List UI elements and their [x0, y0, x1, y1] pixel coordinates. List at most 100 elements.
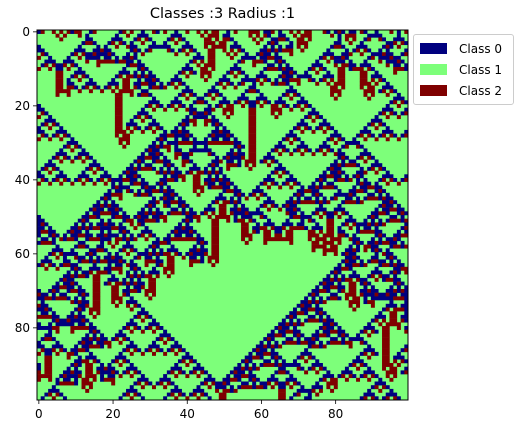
heatmap-cell-run — [148, 277, 156, 282]
heatmap-cell-run — [274, 148, 279, 153]
heatmap-cell-run — [40, 263, 45, 268]
heatmap-cell-run — [140, 229, 153, 234]
heatmap-cell-run — [304, 115, 309, 120]
heatmap-cell-run — [370, 296, 394, 301]
heatmap-cell-run — [393, 374, 398, 379]
heatmap-cell-run — [296, 388, 312, 393]
heatmap-cell-run — [77, 340, 82, 345]
heatmap-cell-run — [207, 133, 212, 138]
heatmap-cell-run — [233, 203, 238, 208]
heatmap-cell-run — [326, 174, 335, 179]
heatmap-cell-run — [389, 30, 394, 34]
heatmap-cell-run — [215, 122, 220, 127]
heatmap-cell-run — [367, 196, 379, 201]
heatmap-cell-run — [348, 337, 364, 342]
heatmap-cell-run — [285, 370, 290, 375]
heatmap-cell-run — [200, 74, 205, 79]
heatmap-cell-run — [363, 340, 368, 345]
heatmap-cell-run — [389, 133, 394, 138]
heatmap-cell-run — [118, 329, 123, 334]
heatmap-cell-run — [207, 170, 212, 175]
heatmap-cell-run — [400, 314, 409, 319]
heatmap-cell-run — [248, 366, 253, 371]
heatmap-cell-run — [92, 314, 97, 319]
heatmap-cell-run — [181, 359, 186, 364]
heatmap-cell-run — [185, 233, 194, 238]
heatmap-cell-run — [259, 226, 268, 231]
heatmap-cell-run — [111, 285, 119, 290]
heatmap-cell-run — [111, 292, 119, 297]
heatmap-cell-run — [196, 374, 201, 379]
heatmap-cell-run — [203, 370, 208, 375]
heatmap-cell-run — [74, 237, 79, 242]
heatmap-cell-run — [226, 152, 234, 157]
heatmap-cell-run — [241, 55, 257, 60]
heatmap-cell-run — [207, 104, 212, 108]
heatmap-cell-run — [51, 240, 56, 245]
heatmap-cell-run — [348, 289, 357, 293]
heatmap-cell-run — [348, 374, 353, 379]
heatmap-cell-run — [185, 85, 190, 90]
heatmap-cell-run — [111, 181, 116, 186]
heatmap-cell-run — [363, 48, 368, 53]
heatmap-cell-run — [152, 385, 156, 390]
heatmap-cell-run — [133, 285, 142, 290]
heatmap-cell-run — [211, 122, 216, 127]
heatmap-cell-run — [114, 281, 123, 286]
heatmap-cell-run — [248, 137, 257, 142]
heatmap-cell-run — [126, 174, 134, 179]
heatmap-cell-run — [274, 355, 279, 360]
heatmap-cell-run — [326, 318, 335, 323]
heatmap-cell-run — [96, 311, 101, 316]
heatmap-cell-run — [211, 133, 216, 138]
heatmap-cell-run — [88, 30, 93, 34]
heatmap-cell-run — [152, 215, 160, 219]
heatmap-cell-run — [374, 226, 379, 231]
heatmap-cell-run — [374, 215, 379, 219]
heatmap-cell-run — [382, 307, 386, 312]
heatmap-cell-run — [359, 259, 364, 264]
heatmap-cell-run — [248, 374, 257, 379]
heatmap-cell-run — [70, 311, 75, 316]
heatmap-cell-run — [207, 396, 212, 401]
heatmap-cell-run — [118, 222, 123, 227]
heatmap-cell-run — [259, 55, 268, 60]
heatmap-cell-run — [311, 67, 316, 71]
heatmap-cell-run — [233, 215, 238, 219]
heatmap-cell-run — [55, 152, 67, 157]
heatmap-cell-run — [207, 55, 216, 60]
heatmap-cell-run — [159, 189, 164, 194]
heatmap-cell-run — [44, 166, 49, 171]
heatmap-cell-run — [85, 244, 90, 249]
heatmap-cell-run — [363, 348, 375, 353]
heatmap-cell-run — [196, 30, 201, 34]
heatmap-cell-run — [241, 226, 249, 231]
heatmap-cell-run — [274, 59, 279, 64]
heatmap-cell-run — [144, 115, 149, 120]
heatmap-cell-run — [248, 141, 257, 145]
heatmap-cell-run — [111, 203, 119, 208]
heatmap-cell-run — [326, 218, 335, 223]
heatmap-cell-run — [374, 318, 379, 323]
heatmap-cell-run — [148, 314, 153, 319]
heatmap-cell-run — [404, 270, 409, 275]
heatmap-cell-run — [92, 41, 97, 46]
heatmap-cell-run — [252, 363, 257, 367]
heatmap-cell-run — [144, 289, 156, 293]
heatmap-cell-run — [114, 55, 119, 60]
heatmap-cell-run — [348, 192, 353, 197]
heatmap-cell-run — [267, 218, 271, 223]
heatmap-cell-run — [281, 137, 286, 142]
heatmap-cell-run — [126, 281, 130, 286]
heatmap-cell-run — [322, 170, 327, 175]
heatmap-cell-run — [133, 37, 138, 42]
heatmap-cell-run — [389, 366, 398, 371]
heatmap-cell-run — [378, 211, 386, 216]
heatmap-cell-run — [174, 107, 179, 112]
heatmap-cell-run — [292, 314, 297, 319]
heatmap-cell-run — [200, 240, 205, 245]
heatmap-cell-run — [118, 174, 123, 179]
heatmap-cell-run — [222, 74, 227, 79]
heatmap-cell-run — [215, 200, 220, 205]
heatmap-cell-run — [222, 155, 227, 160]
